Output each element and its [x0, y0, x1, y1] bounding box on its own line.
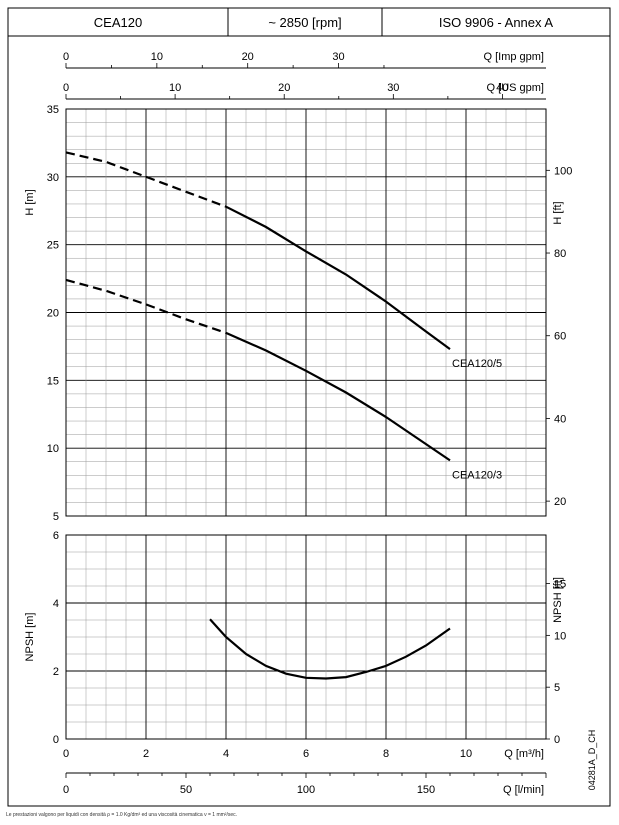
bottom-axis-tick-label: 0 — [63, 784, 69, 796]
series-label: CEA120/5 — [452, 358, 502, 370]
top-axis-label: Q [US gpm] — [487, 82, 544, 94]
model-title: CEA120 — [93, 14, 143, 30]
top-axis-tick-label: 20 — [278, 82, 290, 94]
top-axis-tick-label: 10 — [169, 82, 181, 94]
x-tick-label: 0 — [63, 748, 69, 760]
bottom-axis-tick-label: 150 — [417, 784, 435, 796]
y-tick-label: 25 — [47, 240, 59, 252]
x-tick-label: 4 — [223, 748, 229, 760]
y-right-tick-label: 100 — [554, 165, 572, 177]
y-axis-label: NPSH [m] — [24, 613, 36, 662]
plot-frame — [65, 108, 547, 517]
plot-frame — [65, 534, 547, 740]
x-tick-label: 8 — [383, 748, 389, 760]
sheet-border — [7, 7, 611, 807]
top-axis-tick-label: 30 — [387, 82, 399, 94]
y-tick-label: 2 — [53, 666, 59, 678]
x-axis-label: Q [m³/h] — [504, 748, 544, 760]
y-tick-label: 10 — [47, 443, 59, 455]
bottom-axis-label: Q [l/min] — [503, 784, 544, 796]
y-tick-label: 20 — [47, 308, 59, 320]
y-right-axis-label: NPSH [ft] — [552, 577, 564, 623]
top-axis-tick-label: 0 — [63, 82, 69, 94]
top-axis-tick-label: 0 — [63, 51, 69, 63]
y-right-tick-label: 20 — [554, 496, 566, 508]
x-tick-label: 2 — [143, 748, 149, 760]
top-axis-tick-label: 40 — [496, 82, 508, 94]
y-tick-label: 6 — [53, 530, 59, 542]
curve-dashed-cea120-3 — [65, 278, 227, 334]
y-tick-label: 4 — [53, 598, 59, 610]
y-right-tick-label: 5 — [554, 682, 560, 694]
footnote: Le prestazioni valgono per liquidi con d… — [6, 812, 238, 818]
bottom-axis-tick-label: 100 — [297, 784, 315, 796]
standard-label: ISO 9906 - Annex A — [438, 14, 554, 30]
y-right-tick-label: 40 — [554, 413, 566, 425]
curve-dashed-cea120-5 — [65, 151, 227, 208]
y-right-tick-label: 10 — [554, 630, 566, 642]
y-tick-label: 30 — [47, 172, 59, 184]
x-tick-label: 6 — [303, 748, 309, 760]
y-tick-label: 0 — [53, 734, 59, 746]
speed-label: ~ 2850 [rpm] — [268, 14, 342, 30]
npsh-curve — [209, 618, 451, 680]
y-tick-label: 35 — [47, 104, 59, 116]
curve-cea120-3 — [225, 331, 451, 462]
y-tick-label: 5 — [53, 511, 59, 523]
series-label: CEA120/3 — [452, 469, 502, 481]
y-tick-label: 15 — [47, 375, 59, 387]
top-axis-tick-label: 10 — [151, 51, 163, 63]
x-tick-label: 10 — [460, 748, 472, 760]
top-axis-label: Q [Imp gpm] — [483, 51, 544, 63]
y-right-tick-label: 60 — [554, 331, 566, 343]
y-right-tick-label: 80 — [554, 248, 566, 260]
drawing-code: 04281A_D_CH — [587, 730, 597, 791]
y-right-tick-label: 0 — [554, 734, 560, 746]
y-axis-label: H [m] — [24, 189, 36, 215]
top-axis-tick-label: 30 — [332, 51, 344, 63]
y-right-axis-label: H [ft] — [552, 201, 564, 224]
top-axis-tick-label: 20 — [242, 51, 254, 63]
bottom-axis-tick-label: 50 — [180, 784, 192, 796]
y-right-tick-label: 15 — [554, 579, 566, 591]
curve-cea120-5 — [225, 205, 451, 350]
